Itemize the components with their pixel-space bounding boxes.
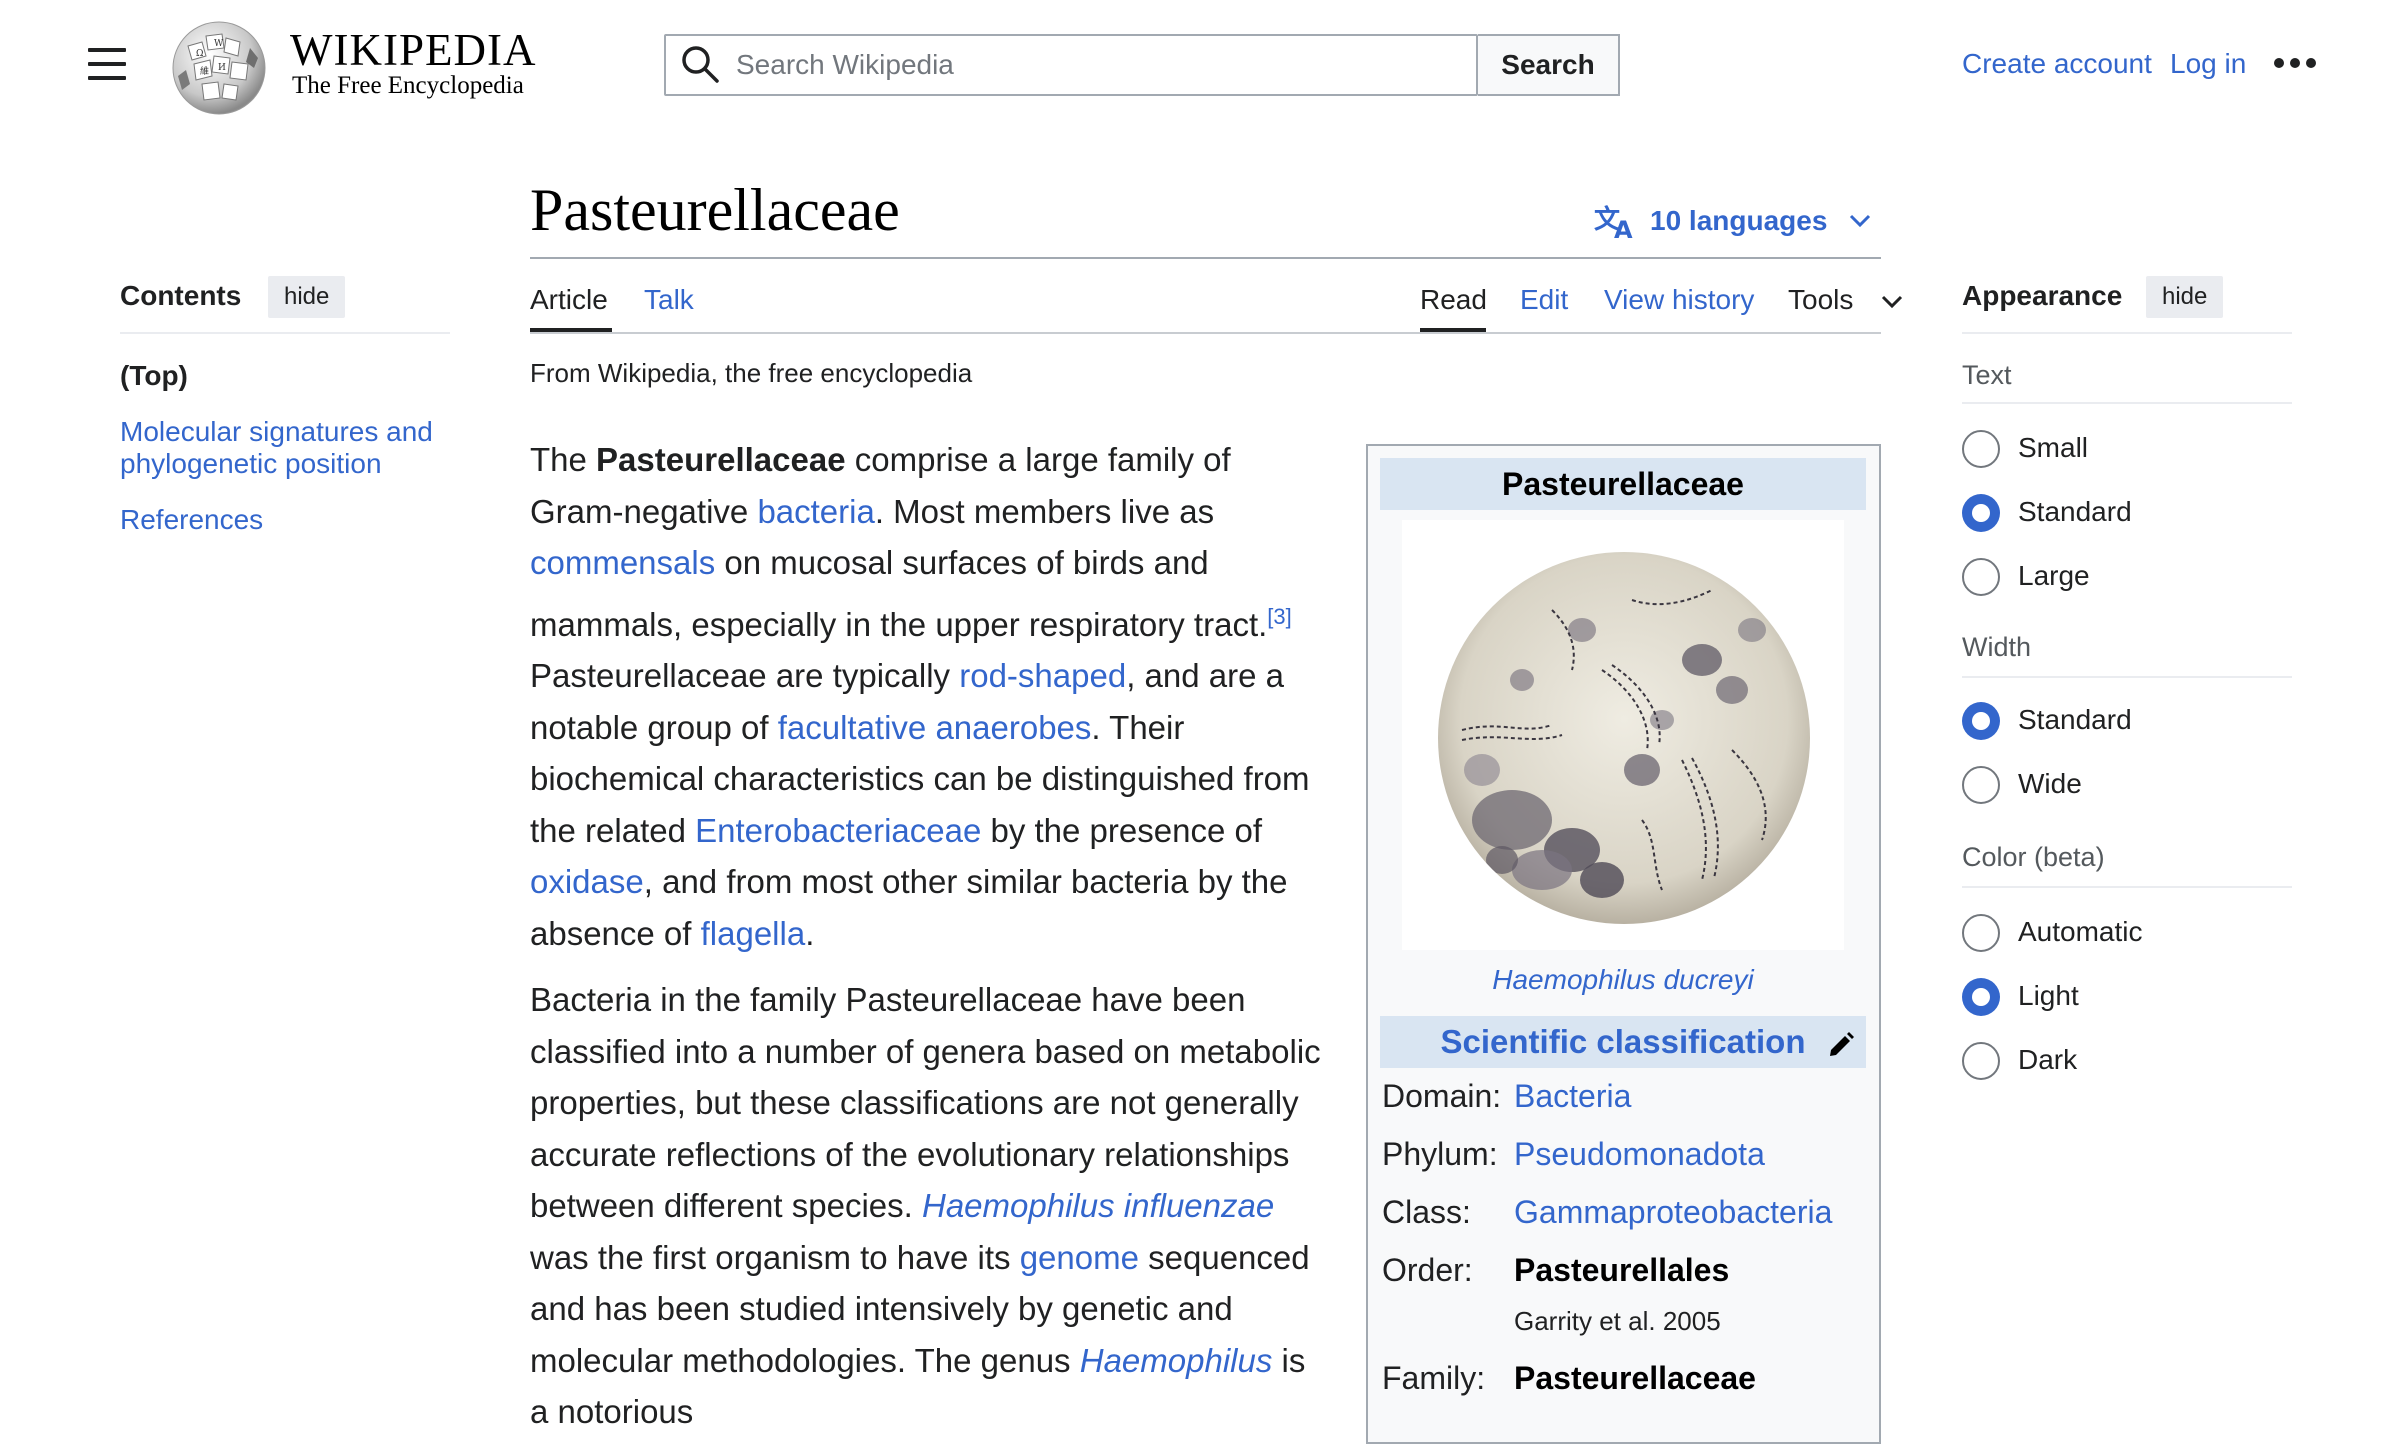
infobox-label-family: Family: [1382,1360,1486,1396]
link-haemophilus-influenzae[interactable]: Haemophilus influenzae [921,1187,1275,1224]
chevron-down-icon [1850,214,1871,228]
wikipedia-tagline: The Free Encyclopedia [292,72,524,99]
main-menu-button[interactable] [88,48,128,82]
toc-heading: Contents [120,280,242,311]
tab-read-indicator [1420,328,1486,332]
tools-menu[interactable]: Tools [1788,284,1903,316]
width-group-divider [1962,676,2292,678]
link-flagella[interactable]: flagella [700,914,806,952]
radio-text-standard-label: Standard [2018,496,2132,527]
language-selector-button[interactable]: 文 A 10 languages [1594,200,1871,242]
infobox-label-domain: Domain: [1382,1078,1502,1114]
tabs-divider [530,332,1881,334]
translate-icon: 文 A [1594,204,1633,240]
link-bacteria[interactable]: bacteria [757,492,875,530]
radio-width-wide-label: Wide [2018,768,2082,799]
radio-width-wide[interactable] [1962,766,2000,804]
infobox-label-order: Order: [1382,1252,1473,1288]
page-title: Pasteurellaceae [530,177,900,243]
svg-text:И: И [218,63,226,73]
haemophilus-ducreyi-micrograph [1438,552,1810,924]
article-subject: Pasteurellaceae [596,441,846,478]
radio-text-large-label: Large [2018,560,2090,591]
radio-width-standard[interactable] [1962,702,2000,740]
appearance-width-group-label: Width [1962,632,2032,662]
tab-read[interactable]: Read [1420,284,1487,315]
infobox-title: Pasteurellaceae [1380,458,1866,510]
radio-text-standard[interactable] [1962,494,2000,532]
search-input[interactable] [736,36,1466,94]
article-paragraph-2: Bacteria in the family Pasteurellaceae h… [530,981,1321,1430]
appearance-heading: Appearance [1962,280,2123,311]
link-enterobacteriaceae[interactable]: Enterobacteriaceae [695,811,982,849]
radio-width-standard-label: Standard [2018,704,2132,735]
link-commensals[interactable]: commensals [530,544,716,581]
appearance-color-group-label: Color (beta) [1962,842,2105,872]
radio-color-light[interactable] [1962,978,2000,1016]
log-in-link[interactable]: Log in [2170,48,2247,79]
scientific-classification-link[interactable]: Scientific classification [1380,1016,1866,1068]
edit-pencil-icon[interactable] [1826,1030,1856,1060]
create-account-link[interactable]: Create account [1962,48,2152,79]
appearance-divider [1962,332,2292,334]
color-group-divider [1962,886,2292,888]
infobox-value-class[interactable]: Gammaproteobacteria [1514,1194,1833,1230]
toc-divider [120,332,450,334]
tab-talk[interactable]: Talk [644,284,694,315]
radio-color-automatic-label: Automatic [2018,916,2143,947]
link-oxidase[interactable]: oxidase [530,863,644,900]
infobox-value-family: Pasteurellaceae [1514,1360,1756,1396]
radio-text-small[interactable] [1962,430,2000,468]
infobox-label-phylum: Phylum: [1382,1136,1498,1172]
radio-text-small-label: Small [2018,432,2089,463]
language-count: 10 languages [1650,205,1828,236]
tab-article-indicator [530,328,612,332]
infobox-value-order: Pasteurellales [1514,1252,1730,1288]
text-group-divider [1962,402,2292,404]
toc-item-top[interactable]: (Top) [120,360,188,391]
wikipedia-wordmark[interactable]: WIKIPEDIA [290,25,537,75]
reference-3[interactable]: [3] [1267,603,1292,629]
link-genome[interactable]: genome [1019,1238,1139,1276]
more-options-icon[interactable] [2274,58,2318,72]
tools-label: Tools [1788,284,1854,315]
infobox-value-domain[interactable]: Bacteria [1514,1078,1632,1114]
infobox-order-authority: Garrity et al. 2005 [1514,1306,1721,1336]
search-button[interactable]: Search [1478,34,1620,96]
link-facultative-anaerobes[interactable]: facultative anaerobes [777,708,1092,746]
tab-view-history[interactable]: View history [1604,284,1755,315]
toc-hide-button[interactable]: hide [268,276,346,318]
site-sub-tagline: From Wikipedia, the free encyclopedia [530,358,973,388]
link-haemophilus[interactable]: Haemophilus [1079,1341,1273,1379]
wikipedia-globe-logo[interactable]: Ω W И 維 [168,18,270,116]
search-icon [682,46,719,83]
radio-color-dark[interactable] [1962,1042,2000,1080]
svg-text:W: W [214,39,224,49]
radio-text-large[interactable] [1962,558,2000,596]
infobox-caption: Haemophilus ducreyi [1492,964,1754,995]
svg-text:A: A [1614,216,1633,240]
svg-text:文: 文 [1594,204,1621,235]
radio-color-dark-label: Dark [2018,1044,2078,1075]
radio-color-automatic[interactable] [1962,914,2000,952]
article-paragraph-1: The Pasteurellaceae comprise a large fam… [530,441,1310,952]
svg-text:維: 維 [200,65,209,77]
infobox-value-phylum[interactable]: Pseudomonadota [1514,1136,1765,1172]
toc-item-molecular-signatures[interactable]: Molecular signatures and phylogenetic po… [120,416,433,479]
infobox-label-class: Class: [1382,1194,1471,1230]
chevron-down-icon [1882,295,1903,308]
svg-text:Ω: Ω [196,49,203,59]
appearance-hide-button[interactable]: hide [2146,276,2224,318]
title-divider [530,257,1881,259]
infobox-image-frame[interactable] [1402,520,1844,950]
toc-item-references[interactable]: References [120,504,264,535]
tab-edit[interactable]: Edit [1520,284,1569,315]
radio-color-light-label: Light [2018,980,2079,1011]
tab-article[interactable]: Article [530,284,608,315]
appearance-text-group-label: Text [1962,360,2012,390]
link-rod-shaped[interactable]: rod-shaped [959,657,1127,694]
